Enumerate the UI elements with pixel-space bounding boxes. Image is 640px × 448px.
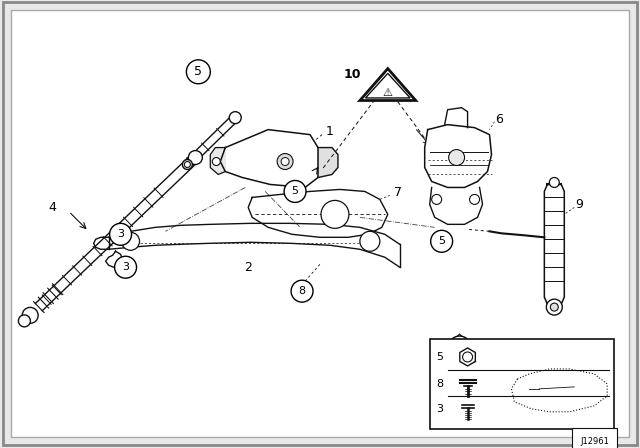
Polygon shape <box>220 129 318 187</box>
Circle shape <box>449 336 470 358</box>
Circle shape <box>291 280 313 302</box>
Circle shape <box>431 230 452 252</box>
Text: 8: 8 <box>436 379 444 389</box>
Text: 8: 8 <box>298 286 306 296</box>
FancyBboxPatch shape <box>11 10 629 437</box>
Circle shape <box>470 194 479 204</box>
Polygon shape <box>365 73 410 98</box>
Text: 7: 7 <box>394 186 402 199</box>
Text: 3: 3 <box>117 229 124 239</box>
Circle shape <box>19 315 30 327</box>
Text: 1: 1 <box>326 125 334 138</box>
Circle shape <box>360 231 380 251</box>
Circle shape <box>547 299 563 315</box>
Text: J12961: J12961 <box>580 437 609 446</box>
Text: 9: 9 <box>575 198 583 211</box>
Circle shape <box>22 307 38 323</box>
FancyBboxPatch shape <box>429 339 614 429</box>
Text: 6: 6 <box>495 113 504 126</box>
Polygon shape <box>425 125 492 187</box>
Circle shape <box>122 233 140 250</box>
Polygon shape <box>429 187 483 224</box>
Circle shape <box>549 177 559 187</box>
Circle shape <box>115 256 136 278</box>
Text: 2: 2 <box>244 261 252 274</box>
Text: 3: 3 <box>436 404 443 414</box>
Circle shape <box>212 158 220 165</box>
Text: 4: 4 <box>49 201 57 214</box>
Circle shape <box>109 224 132 246</box>
Text: 5: 5 <box>436 352 443 362</box>
Circle shape <box>281 158 289 165</box>
Polygon shape <box>318 147 338 177</box>
Text: 5: 5 <box>292 186 299 196</box>
FancyBboxPatch shape <box>3 2 637 445</box>
Text: 5: 5 <box>195 65 202 78</box>
Text: 5: 5 <box>438 236 445 246</box>
Circle shape <box>182 159 193 169</box>
Circle shape <box>284 181 306 202</box>
Text: 5: 5 <box>456 342 463 352</box>
Circle shape <box>550 303 558 311</box>
Polygon shape <box>109 224 400 267</box>
Circle shape <box>277 154 293 169</box>
Text: 10: 10 <box>343 68 361 81</box>
Polygon shape <box>545 185 564 304</box>
Circle shape <box>184 162 190 168</box>
Circle shape <box>188 151 202 164</box>
Polygon shape <box>248 190 388 237</box>
Text: ⚠: ⚠ <box>383 88 393 98</box>
Circle shape <box>321 200 349 228</box>
Circle shape <box>449 150 465 165</box>
Circle shape <box>431 194 442 204</box>
Polygon shape <box>211 147 225 174</box>
Text: 3: 3 <box>122 262 129 272</box>
Circle shape <box>186 60 211 84</box>
Circle shape <box>463 352 472 362</box>
Circle shape <box>229 112 241 124</box>
